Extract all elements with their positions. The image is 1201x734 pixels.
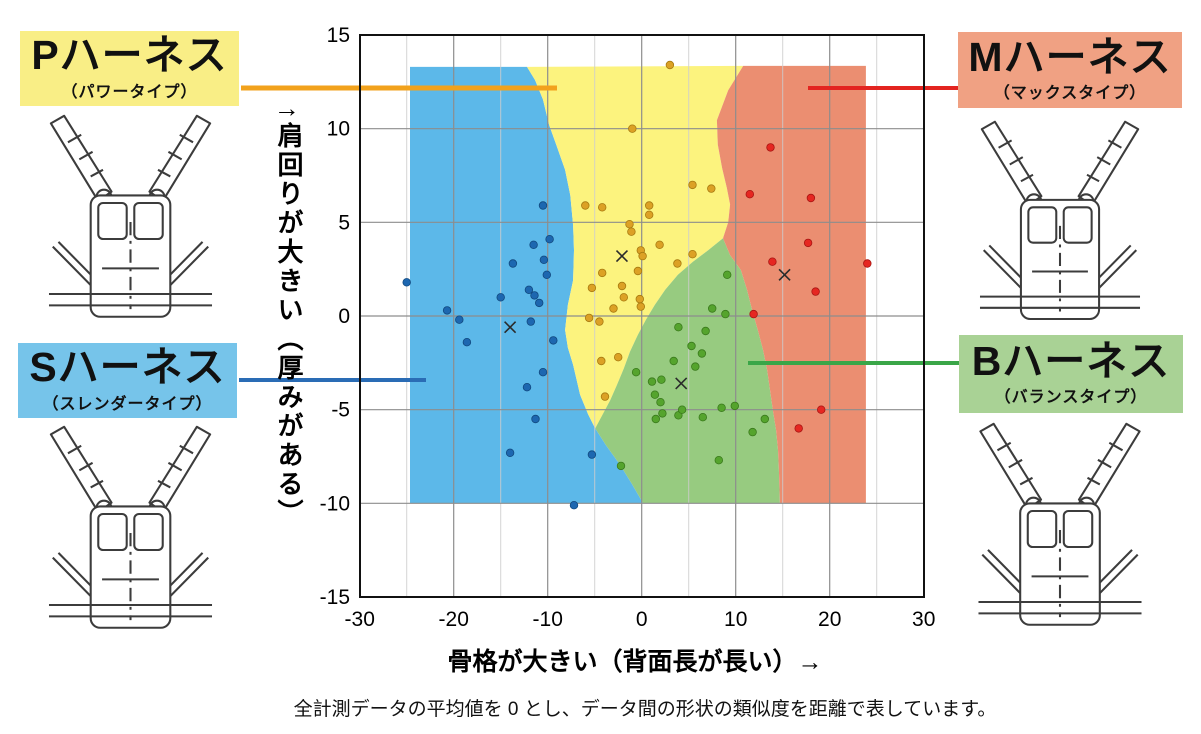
label-s-harness: Sハーネス （スレンダータイプ）	[18, 343, 237, 418]
svg-text:-10: -10	[533, 608, 563, 631]
label-b-title: Bハーネス	[971, 337, 1171, 384]
centroid-x-s	[504, 321, 517, 334]
series-s	[402, 201, 597, 510]
harness-illustration-s	[28, 423, 233, 641]
label-s-subtitle: （スレンダータイプ）	[42, 395, 213, 413]
svg-text:20: 20	[818, 608, 841, 631]
gridlines	[360, 35, 924, 597]
svg-text:10: 10	[327, 118, 350, 141]
svg-text:-15: -15	[320, 586, 350, 609]
svg-text:-30: -30	[345, 608, 375, 631]
svg-text:0: 0	[636, 608, 648, 631]
cluster-regions	[410, 65, 866, 504]
figure-caption: 全計測データの平均値を 0 とし、データ間の形状の類似度を距離で表しています。	[293, 699, 997, 720]
plot-frame	[359, 34, 925, 598]
label-b-harness: Bハーネス （バランスタイプ）	[959, 335, 1183, 413]
svg-text:0: 0	[338, 305, 350, 328]
label-m-subtitle: （マックスタイプ）	[993, 85, 1147, 103]
series-p	[581, 60, 716, 401]
tick-labels: -30 -20 -10 0 10 20 30 15 10 5 0 -5 -10 -15	[320, 24, 936, 631]
centroid-x-b	[675, 377, 688, 390]
label-p-subtitle: （パワータイプ）	[61, 83, 198, 101]
svg-text:-10: -10	[320, 492, 350, 515]
label-m-harness: Mハーネス （マックスタイプ）	[958, 32, 1182, 108]
svg-text:-5: -5	[331, 399, 350, 422]
region-s	[410, 66, 644, 504]
svg-text:15: 15	[327, 24, 350, 47]
centroid-x-m	[778, 268, 791, 281]
y-axis-label: ↑肩回りが大きい（厚みがある）	[274, 106, 304, 528]
harness-illustration-p	[28, 112, 233, 330]
label-p-title: Pハーネス	[31, 32, 228, 79]
series-m	[745, 143, 872, 433]
label-m-title: Mハーネス	[968, 33, 1172, 80]
label-s-title: Sハーネス	[29, 344, 226, 391]
x-axis-label: 骨格が大きい（背面長が長い）→	[447, 648, 823, 676]
series-b	[616, 270, 769, 471]
harness-illustration-m	[962, 118, 1158, 332]
region-m	[716, 65, 866, 504]
harness-illustration-b	[962, 420, 1158, 638]
label-p-harness: Pハーネス （パワータイプ）	[20, 31, 239, 106]
svg-text:30: 30	[912, 608, 935, 631]
centroid-x-p	[615, 249, 629, 263]
svg-text:5: 5	[338, 211, 350, 234]
label-b-subtitle: （バランスタイプ）	[994, 389, 1148, 407]
svg-text:-20: -20	[439, 608, 469, 631]
data-points	[402, 60, 872, 510]
svg-text:10: 10	[724, 608, 747, 631]
